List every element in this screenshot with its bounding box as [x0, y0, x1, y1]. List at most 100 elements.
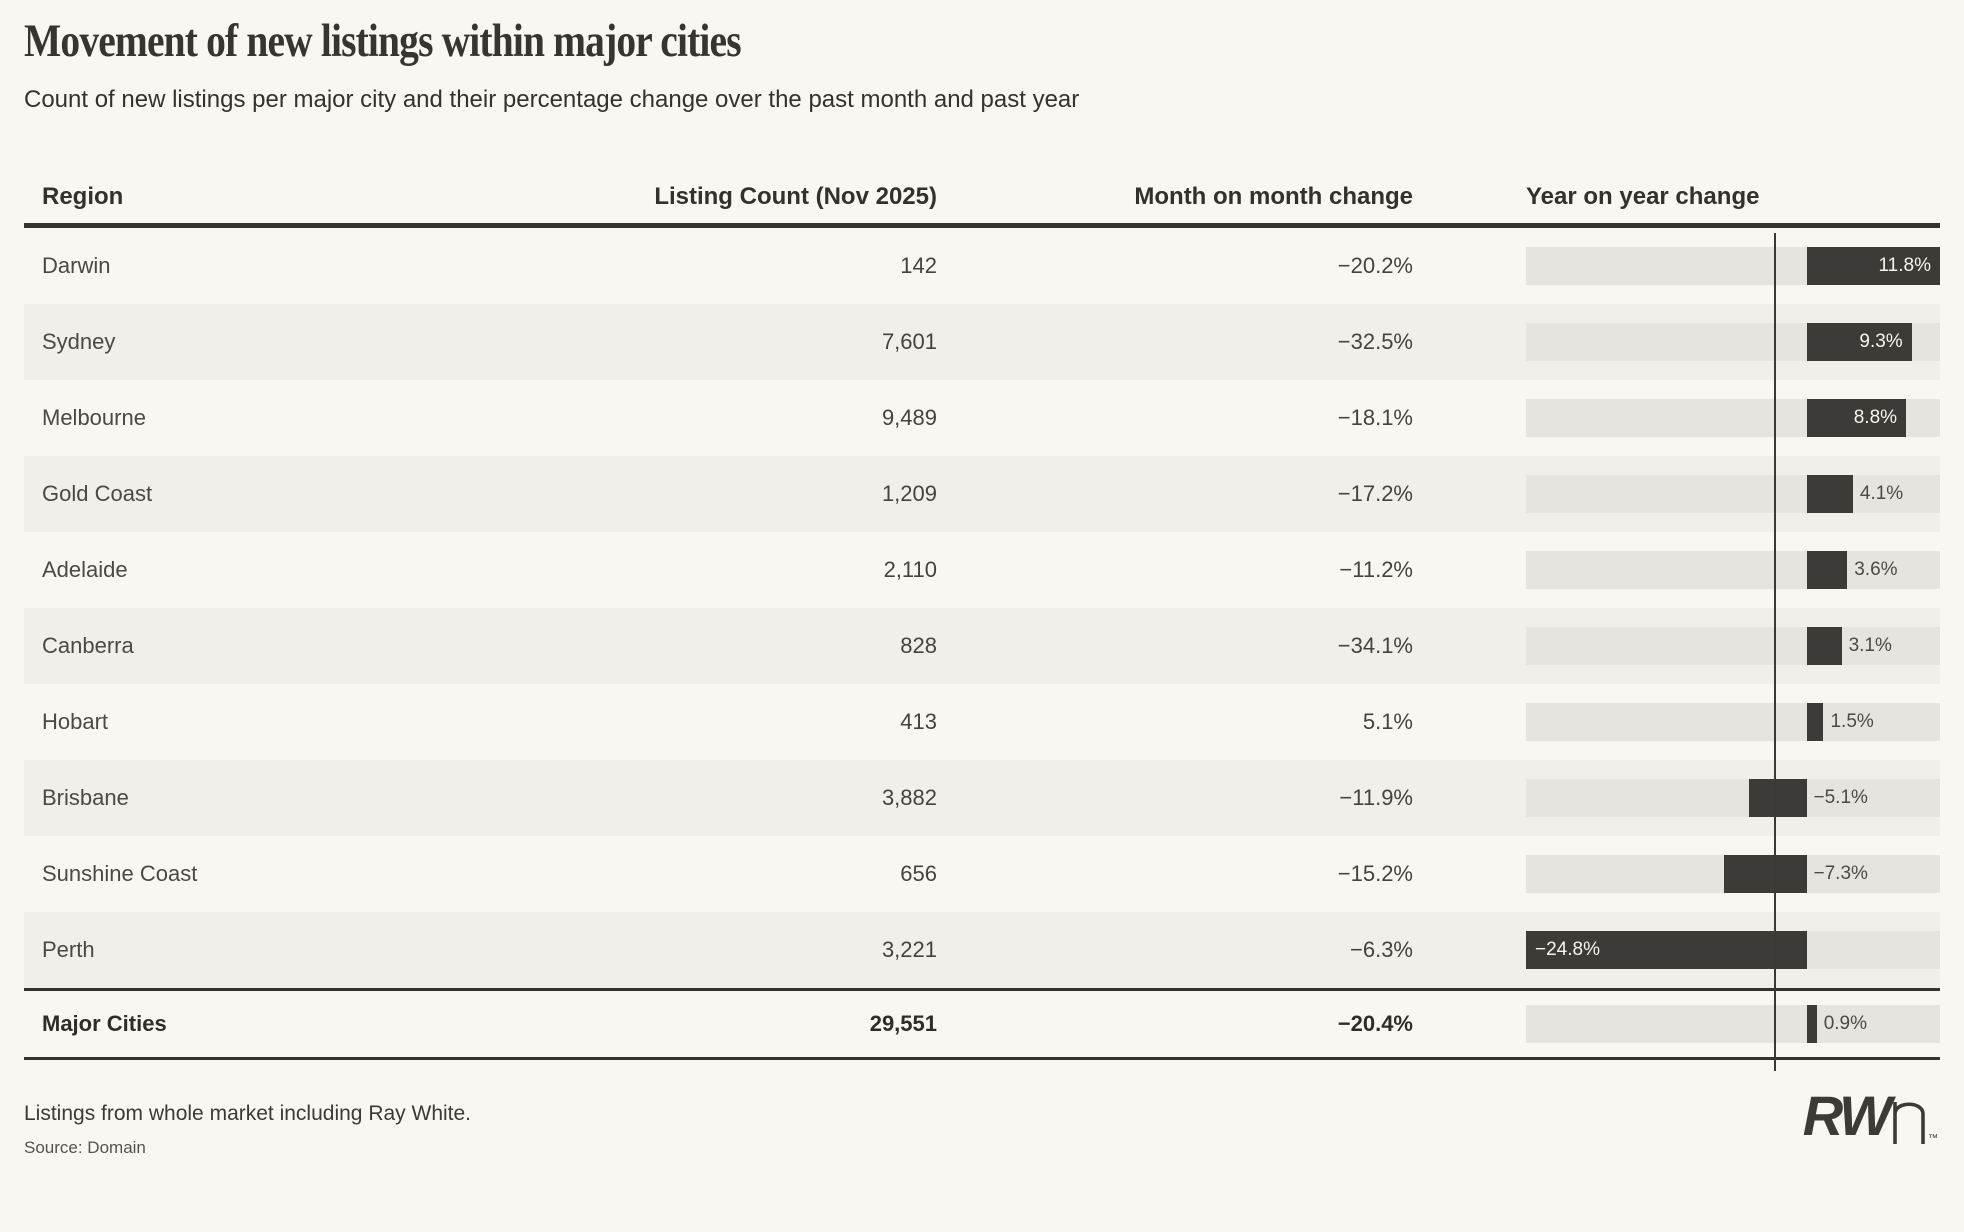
yoy-bar-cell: 11.8%	[1526, 247, 1940, 286]
header-listing-count: Listing Count (Nov 2025)	[654, 182, 937, 210]
yoy-bar	[1806, 627, 1842, 666]
rw-logo: RW ™	[1802, 1084, 1938, 1148]
mom-change-cell: −20.2%	[1337, 253, 1413, 279]
page-title: Movement of new listings within major ci…	[24, 15, 742, 67]
yoy-bar-label: 4.1%	[1859, 483, 1904, 505]
yoy-bar	[1806, 551, 1848, 590]
listing-count-cell: 142	[900, 253, 937, 279]
region-cell: Sunshine Coast	[42, 861, 198, 887]
bar-track: 3.1%	[1526, 627, 1940, 666]
mom-change-cell: −11.2%	[1339, 557, 1413, 583]
table-body: Darwin 142 −20.2% 11.8% Sydney 7,601 −32…	[24, 228, 1940, 1061]
yoy-bar-cell: 4.1%	[1526, 475, 1940, 514]
listing-count-cell: 656	[900, 861, 937, 887]
listing-count-cell: 9,489	[881, 405, 937, 431]
yoy-bar-label: −7.3%	[1813, 863, 1868, 885]
mom-change-cell: −6.3%	[1350, 937, 1413, 963]
bar-track: 4.1%	[1526, 475, 1940, 514]
table-row: Brisbane 3,882 −11.9% −5.1%	[24, 760, 1940, 837]
listings-table: Region Listing Count (Nov 2025) Month on…	[24, 170, 1940, 1072]
report-footer: Listings from whole market including Ray…	[24, 1088, 1940, 1158]
footer-source: Source: Domain	[24, 1138, 146, 1158]
rw-logo-n-icon	[1893, 1102, 1925, 1145]
region-cell: Adelaide	[42, 557, 128, 583]
yoy-bar-label: 11.8%	[1878, 255, 1931, 277]
listing-count-cell: 29,551	[869, 1011, 937, 1037]
baseline-line	[1774, 233, 1776, 1072]
yoy-bar-cell: −24.8%	[1526, 931, 1940, 970]
mom-change-cell: −34.1%	[1337, 633, 1413, 659]
listing-count-cell: 828	[900, 633, 937, 659]
header-yoy-change: Year on year change	[1526, 182, 1760, 210]
table-row: Canberra 828 −34.1% 3.1%	[24, 608, 1940, 685]
yoy-bar-cell: 0.9%	[1526, 1005, 1940, 1044]
region-cell: Major Cities	[42, 1011, 167, 1037]
yoy-bar-label: 9.3%	[1859, 331, 1903, 353]
listing-count-cell: 3,221	[881, 937, 937, 963]
yoy-bar-label: −24.8%	[1535, 939, 1600, 961]
bar-track: −24.8%	[1526, 931, 1940, 970]
region-cell: Perth	[42, 937, 95, 963]
yoy-bar: −24.8%	[1526, 931, 1807, 970]
listing-count-cell: 413	[900, 709, 937, 735]
table-header-row: Region Listing Count (Nov 2025) Month on…	[24, 170, 1940, 229]
yoy-bar-label: 0.9%	[1823, 1013, 1868, 1035]
yoy-bar-cell: −5.1%	[1526, 779, 1940, 818]
yoy-bar: 9.3%	[1806, 323, 1912, 362]
bar-track: 0.9%	[1526, 1005, 1940, 1044]
report-page: Movement of new listings within major ci…	[0, 14, 1964, 1158]
rw-logo-text: RW	[1802, 1084, 1892, 1148]
mom-change-cell: −18.1%	[1337, 405, 1413, 431]
page-subtitle: Count of new listings per major city and…	[24, 86, 1080, 114]
table-row: Darwin 142 −20.2% 11.8%	[24, 228, 1940, 304]
yoy-bar-label: 1.5%	[1830, 711, 1874, 733]
yoy-bar	[1748, 779, 1807, 818]
mom-change-cell: −17.2%	[1337, 481, 1413, 507]
yoy-bar-label: 8.8%	[1853, 407, 1898, 429]
region-cell: Canberra	[42, 633, 134, 659]
region-cell: Darwin	[42, 253, 111, 279]
mom-change-cell: 5.1%	[1362, 709, 1413, 735]
bar-track: 9.3%	[1526, 323, 1940, 362]
yoy-bar-cell: 9.3%	[1526, 323, 1940, 362]
mom-change-cell: −15.2%	[1337, 861, 1413, 887]
yoy-bar-label: 3.6%	[1854, 559, 1898, 581]
yoy-bar	[1806, 1005, 1817, 1044]
table-row: Hobart 413 5.1% 1.5%	[24, 684, 1940, 760]
bar-track: −7.3%	[1526, 855, 1940, 894]
listing-count-cell: 7,601	[881, 329, 937, 355]
yoy-bar	[1723, 855, 1807, 894]
listing-count-cell: 2,110	[883, 557, 937, 583]
region-cell: Gold Coast	[42, 481, 153, 507]
yoy-bar-cell: −7.3%	[1526, 855, 1940, 894]
header-region: Region	[42, 182, 124, 210]
table-row: Sunshine Coast 656 −15.2% −7.3%	[24, 836, 1940, 912]
yoy-bar-cell: 1.5%	[1526, 703, 1940, 742]
table-row: Sydney 7,601 −32.5% 9.3%	[24, 304, 1940, 381]
region-cell: Hobart	[42, 709, 109, 735]
listing-count-cell: 1,209	[881, 481, 937, 507]
table-row: Gold Coast 1,209 −17.2% 4.1%	[24, 456, 1940, 533]
listing-count-cell: 3,882	[881, 785, 937, 811]
bar-track: 11.8%	[1526, 247, 1940, 286]
header-mom-change: Month on month change	[1134, 182, 1413, 210]
yoy-bar-cell: 3.6%	[1526, 551, 1940, 590]
region-cell: Melbourne	[42, 405, 146, 431]
yoy-bar: 8.8%	[1806, 399, 1907, 438]
yoy-bar-label: −5.1%	[1813, 787, 1868, 809]
bar-track: −5.1%	[1526, 779, 1940, 818]
table-row: Perth 3,221 −6.3% −24.8%	[24, 912, 1940, 989]
table-row: Melbourne 9,489 −18.1% 8.8%	[24, 380, 1940, 456]
yoy-bar-cell: 8.8%	[1526, 399, 1940, 438]
bar-track: 8.8%	[1526, 399, 1940, 438]
trademark-symbol: ™	[1928, 1133, 1938, 1145]
bar-track: 3.6%	[1526, 551, 1940, 590]
table-row: Adelaide 2,110 −11.2% 3.6%	[24, 532, 1940, 608]
yoy-bar	[1806, 475, 1853, 514]
mom-change-cell: −32.5%	[1337, 329, 1413, 355]
region-cell: Brisbane	[42, 785, 129, 811]
yoy-bar: 11.8%	[1806, 247, 1940, 286]
yoy-bar-cell: 3.1%	[1526, 627, 1940, 666]
table-row: Major Cities 29,551 −20.4% 0.9%	[24, 988, 1940, 1061]
yoy-bar-label: 3.1%	[1848, 635, 1892, 657]
